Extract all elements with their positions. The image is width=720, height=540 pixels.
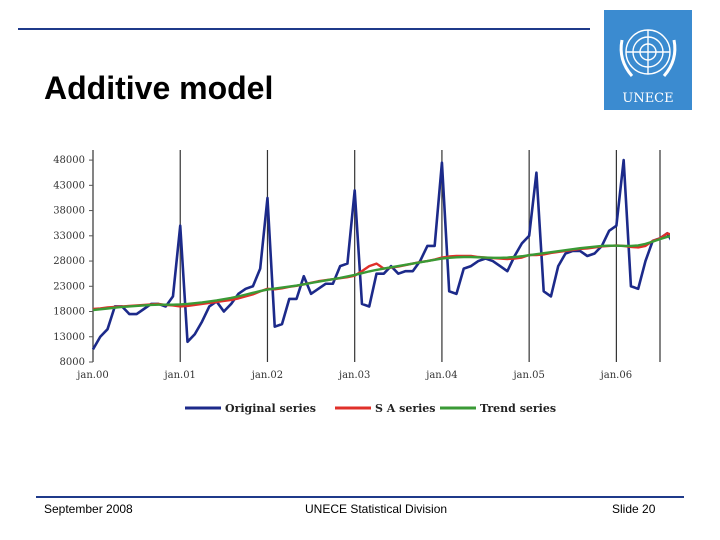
y-tick-label: 43000: [53, 180, 85, 191]
x-axis-ticks: jan.00 jan.01 jan.02 jan.03 jan.04 jan.05 jan.…: [76, 370, 632, 381]
top-rule: [18, 28, 590, 30]
y-tick-label: 33000: [53, 231, 85, 242]
x-tick-label: jan.03: [338, 370, 370, 381]
chart-series: [91, 158, 670, 351]
legend-label: Trend series: [480, 402, 556, 415]
un-emblem-icon: [619, 29, 677, 77]
series-line-trend-series: [92, 235, 670, 312]
x-tick-label: jan.05: [512, 370, 544, 381]
y-tick-label: 28000: [53, 256, 85, 267]
x-tick-label: jan.04: [425, 370, 457, 381]
logo-label: UNECE: [622, 91, 673, 106]
y-tick-label: 18000: [53, 307, 85, 318]
footer-slide-number: Slide 20: [612, 502, 656, 516]
footer-date: September 2008: [44, 502, 133, 516]
unece-logo: UNECE: [604, 10, 692, 110]
slide-title: Additive model: [44, 70, 274, 106]
y-tick-label: 13000: [53, 332, 85, 343]
y-tick-label: 38000: [53, 206, 85, 217]
y-tick-label: 48000: [53, 155, 85, 166]
series-line-original-series: [91, 158, 670, 351]
x-tick-label: jan.06: [600, 370, 632, 381]
x-tick-label: jan.02: [251, 370, 283, 381]
legend-label: Original series: [225, 402, 316, 415]
chart-legend: Original series S A series Trend series: [185, 402, 556, 415]
y-tick-label: 8000: [60, 357, 85, 368]
y-axis-ticks: 8000 13000 18000 23000 28000 33000 38000 43000 4…: [53, 155, 93, 368]
legend-label: S A series: [375, 402, 436, 415]
y-tick-label: 23000: [53, 281, 85, 292]
additive-model-chart: 8000 13000 18000 23000 28000 33000 38000 43000 4…: [53, 150, 670, 415]
footer-organization: UNECE Statistical Division: [305, 502, 448, 516]
x-tick-label: jan.01: [164, 370, 196, 381]
bottom-rule: [36, 496, 684, 498]
x-tick-label: jan.00: [76, 370, 108, 381]
